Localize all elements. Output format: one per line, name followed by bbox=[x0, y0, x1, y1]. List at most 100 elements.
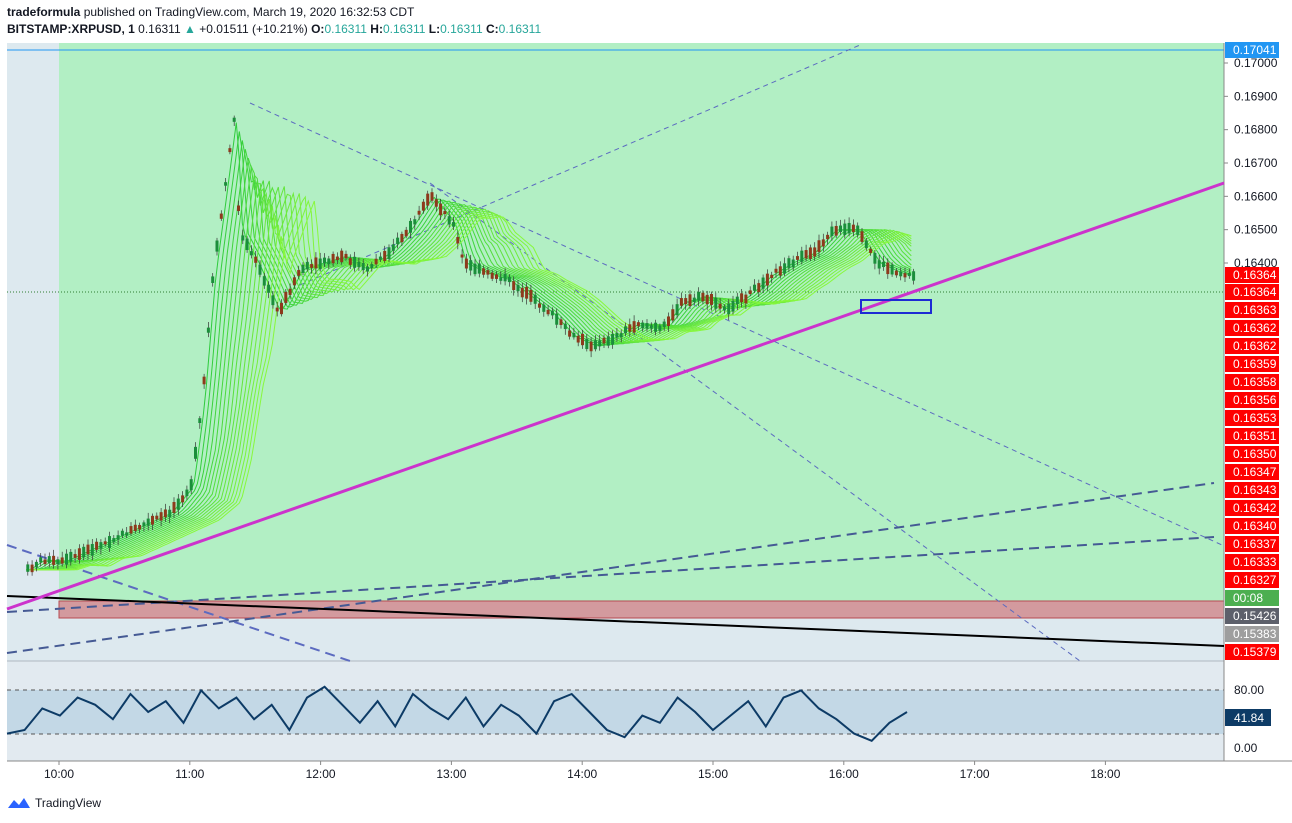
price-badge: 0.16337 bbox=[1225, 536, 1279, 552]
last-price: 0.16311 bbox=[138, 22, 181, 36]
price-badge: 0.16362 bbox=[1225, 320, 1279, 336]
candle-body bbox=[692, 297, 696, 302]
candle-body bbox=[90, 543, 94, 556]
candle-body bbox=[645, 323, 649, 329]
tradingview-brand[interactable]: TradingView bbox=[7, 796, 101, 810]
candle-body bbox=[847, 222, 851, 234]
rising-trendline[interactable] bbox=[6, 181, 1225, 611]
candle-body bbox=[688, 294, 692, 307]
candle-body bbox=[426, 193, 430, 206]
support-line[interactable] bbox=[6, 595, 1225, 647]
candle-body bbox=[47, 556, 51, 564]
price-badge-label: 0.16333 bbox=[1233, 555, 1277, 569]
time-tick-label: 17:00 bbox=[960, 767, 990, 781]
candle-body bbox=[43, 559, 47, 565]
candle-body bbox=[211, 276, 215, 283]
candle-body bbox=[576, 335, 580, 343]
candle-body bbox=[886, 262, 890, 275]
candle-body bbox=[649, 325, 653, 329]
time-tick-label: 11:00 bbox=[175, 767, 204, 781]
price-badge: 0.16347 bbox=[1225, 464, 1279, 480]
candle-body bbox=[525, 286, 529, 299]
open-label: O: bbox=[311, 22, 325, 36]
dashed-line-5[interactable] bbox=[6, 536, 1215, 613]
price-badge: 0.16363 bbox=[1225, 302, 1279, 318]
price-badge-label: 0.15383 bbox=[1233, 627, 1277, 641]
candle-body bbox=[430, 192, 434, 201]
candle-body bbox=[65, 553, 68, 565]
candle-body bbox=[619, 333, 623, 338]
candle-body bbox=[391, 244, 395, 251]
candle-body bbox=[568, 330, 572, 337]
price-badge-label: 0.16364 bbox=[1233, 285, 1277, 299]
price-badge: 0.15426 bbox=[1225, 608, 1279, 624]
time-axis[interactable]: 10:00 11:00 12:00 13:00 14:00 15:00 16:00 17:00… bbox=[44, 761, 1121, 781]
candle-body bbox=[800, 250, 804, 262]
candle-body bbox=[864, 240, 868, 249]
candle-body bbox=[366, 266, 369, 272]
candle-body bbox=[159, 512, 163, 521]
candle-body bbox=[185, 489, 189, 497]
candle-body bbox=[331, 253, 335, 264]
time-tick-label: 13:00 bbox=[436, 767, 466, 781]
candle-body bbox=[95, 541, 99, 550]
price-badge: 0.16327 bbox=[1225, 572, 1279, 588]
candle-body bbox=[469, 260, 473, 271]
rsi-level-label: 0.00 bbox=[1234, 741, 1258, 755]
change-value: +0.01511 (+10.21%) bbox=[199, 22, 308, 36]
candle-body bbox=[56, 559, 60, 565]
candle-body bbox=[112, 538, 116, 543]
candle-body bbox=[727, 303, 731, 315]
candle-body bbox=[258, 264, 262, 275]
close-value: 0.16311 bbox=[498, 22, 542, 36]
time-tick-label: 18:00 bbox=[1090, 767, 1120, 781]
candle-body bbox=[839, 225, 842, 232]
candle-body bbox=[452, 222, 455, 227]
price-tick-label: 0.16400 bbox=[1234, 256, 1278, 270]
tradingview-logo-icon bbox=[8, 798, 30, 808]
candle-body bbox=[301, 264, 305, 273]
publisher-name[interactable]: tradeformula bbox=[7, 5, 81, 19]
candle-body bbox=[460, 254, 464, 258]
candle-body bbox=[314, 257, 318, 269]
candle-body bbox=[808, 247, 812, 259]
candle-body bbox=[176, 498, 180, 510]
candle-body bbox=[714, 297, 718, 309]
candle-body bbox=[370, 264, 374, 268]
candle-body bbox=[735, 296, 739, 305]
candle-body bbox=[237, 205, 240, 212]
candle-body bbox=[292, 277, 296, 286]
candle-body bbox=[344, 253, 348, 259]
candle-body bbox=[499, 277, 503, 281]
candle-body bbox=[598, 340, 602, 347]
price-badge: 0.16340 bbox=[1225, 518, 1279, 534]
candle-body bbox=[125, 532, 129, 536]
candle-body bbox=[439, 203, 443, 216]
dashed-line-4[interactable] bbox=[6, 482, 1215, 654]
candle-body bbox=[697, 291, 701, 301]
candle-body bbox=[241, 235, 245, 241]
candle-body bbox=[357, 261, 361, 268]
green-zone bbox=[59, 43, 1224, 601]
candle-body bbox=[305, 261, 309, 270]
candle-body bbox=[26, 564, 30, 572]
price-badge-label: 0.16362 bbox=[1233, 339, 1277, 353]
candle-body bbox=[753, 284, 756, 291]
brand-text: TradingView bbox=[35, 796, 102, 810]
candle-body bbox=[383, 250, 387, 261]
price-badge-label: 0.16347 bbox=[1233, 465, 1277, 479]
price-tick-label: 0.16600 bbox=[1234, 189, 1278, 203]
candle-body bbox=[783, 263, 787, 274]
price-badge: 0.16359 bbox=[1225, 356, 1279, 372]
candle-body bbox=[684, 298, 688, 305]
candle-body bbox=[271, 295, 275, 306]
dashed-line-1[interactable] bbox=[249, 102, 1223, 546]
highlight-box[interactable] bbox=[860, 299, 932, 314]
price-badge-label: 0.16327 bbox=[1233, 573, 1277, 587]
price-axis[interactable]: 0.17000 0.16900 0.16800 0.16700 0.16600 0.165… bbox=[1224, 42, 1279, 660]
candle-body bbox=[404, 229, 408, 237]
candle-body bbox=[34, 561, 38, 568]
candle-body bbox=[877, 260, 881, 269]
ema-line bbox=[26, 200, 912, 571]
